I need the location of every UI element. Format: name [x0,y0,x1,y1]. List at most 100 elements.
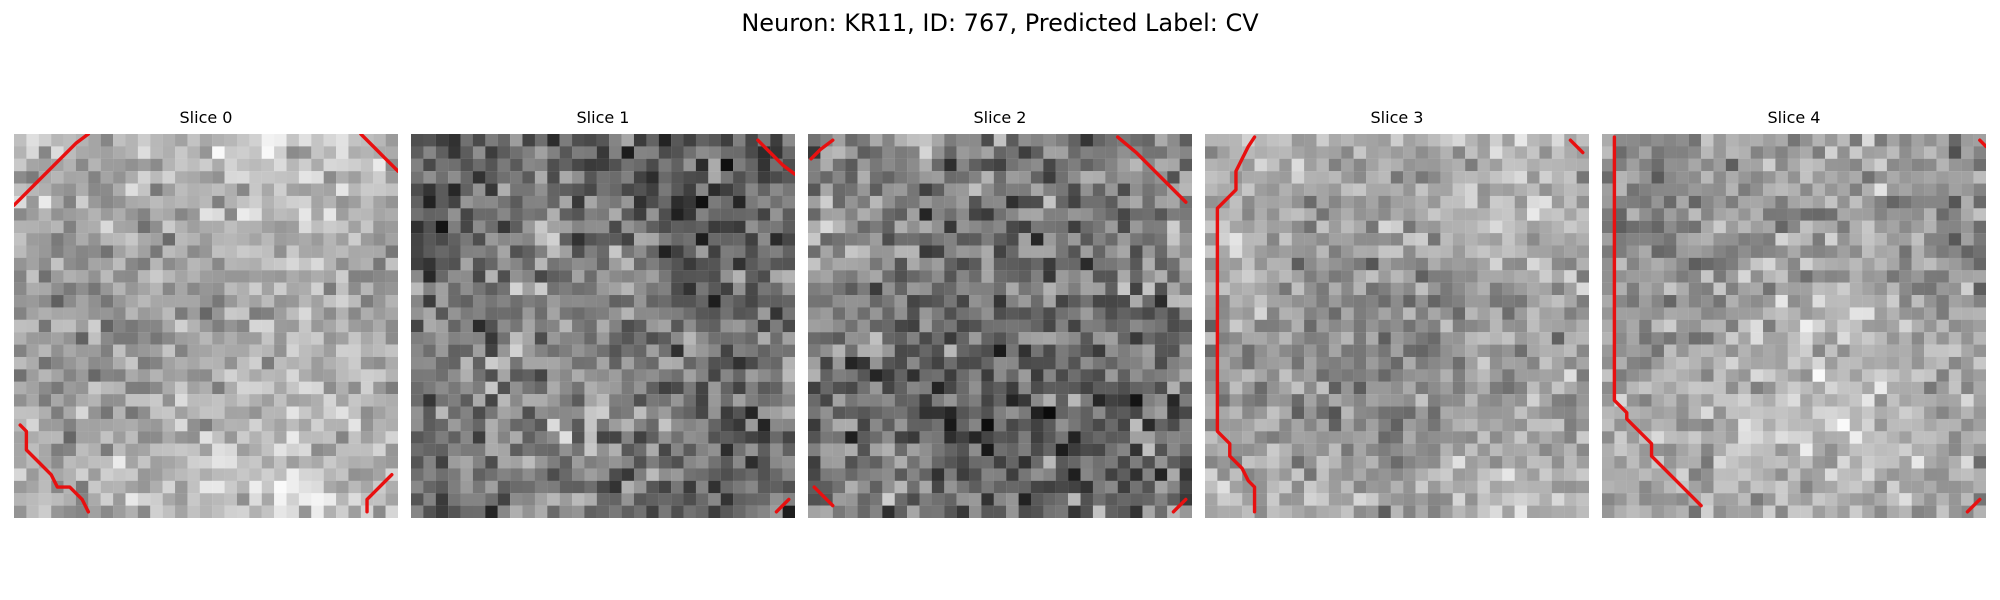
image-pixel [633,245,647,258]
image-pixel [1142,295,1155,308]
image-pixel [175,134,188,147]
image-pixel [1452,406,1466,420]
image-pixel [1179,468,1192,481]
image-pixel [224,158,238,172]
image-pixel [1824,134,1838,147]
image-pixel [1961,356,1974,370]
image-pixel [1080,319,1094,333]
image-pixel [956,282,970,296]
image-pixel [497,146,511,159]
image-pixel [1862,208,1875,221]
image-pixel [1465,233,1478,246]
image-pixel [993,270,1007,283]
image-pixel [1167,195,1180,209]
image-pixel [249,257,262,271]
image-pixel [1812,208,1826,221]
image-pixel [1205,208,1218,221]
image-pixel [1427,195,1441,209]
image-pixel [1787,356,1801,370]
image-pixel [1663,146,1677,159]
image-pixel [1390,431,1404,444]
image-pixel [175,171,188,184]
image-pixel [1551,270,1565,283]
image-pixel [1105,183,1118,197]
image-pixel [1527,456,1540,469]
image-pixel [931,134,945,147]
image-pixel [1279,505,1292,518]
image-pixel [621,332,635,345]
image-pixel [150,270,163,283]
image-pixel [1068,356,1081,370]
image-pixel [1750,406,1764,420]
image-pixel [485,257,498,271]
image-pixel [1539,195,1552,209]
image-pixel [695,270,709,283]
image-pixel [1279,480,1292,494]
image-pixel [808,505,821,518]
image-pixel [1043,332,1056,345]
image-pixel [1614,134,1627,147]
image-pixel [956,208,970,221]
image-pixel [1006,369,1019,382]
image-pixel [1291,356,1305,370]
image-pixel [286,480,300,494]
image-pixel [485,493,498,506]
image-pixel [1576,158,1589,172]
image-pixel [832,344,846,358]
image-pixel [1304,257,1317,271]
image-pixel [1440,332,1453,345]
image-pixel [708,319,721,333]
image-pixel [1291,208,1305,221]
image-pixel [1179,270,1192,283]
image-pixel [733,183,746,197]
image-pixel [1316,369,1329,382]
image-pixel [1353,406,1367,420]
image-pixel [311,270,324,283]
image-pixel [472,307,486,320]
image-pixel [298,295,312,308]
image-pixel [298,208,312,221]
image-pixel [969,233,982,246]
image-pixel [1602,245,1615,258]
image-pixel [1353,233,1367,246]
image-pixel [1205,369,1218,382]
image-pixel [274,369,287,382]
image-pixel [1465,245,1478,258]
image-pixel [1639,505,1652,518]
image-pixel [1502,381,1515,395]
image-pixel [1800,406,1813,420]
image-pixel [745,158,758,172]
image-pixel [720,468,734,481]
image-pixel [150,134,163,147]
image-pixel [1043,480,1056,494]
image-pixel [572,443,585,457]
image-pixel [26,270,39,283]
image-pixel [1948,220,1962,234]
image-pixel [249,418,262,432]
slice-panel-1: Slice 1 [411,108,795,518]
image-pixel [360,480,374,494]
image-pixel [907,344,920,358]
image-pixel [1179,319,1192,333]
image-pixel [969,443,982,457]
image-pixel [1651,443,1665,457]
image-pixel [1179,505,1192,518]
image-pixel [411,134,424,147]
image-pixel [236,406,250,420]
image-pixel [1663,208,1677,221]
image-pixel [261,158,275,172]
image-pixel [1006,195,1019,209]
image-pixel [298,344,312,358]
image-pixel [497,319,511,333]
image-pixel [1763,394,1776,407]
image-pixel [1092,195,1106,209]
image-pixel [1018,418,1032,432]
image-pixel [882,381,895,395]
image-pixel [1427,208,1441,221]
image-pixel [38,158,52,172]
image-pixel [1328,381,1342,395]
image-pixel [1266,369,1280,382]
image-pixel [1551,319,1565,333]
image-pixel [1279,158,1292,172]
image-pixel [1688,456,1702,469]
